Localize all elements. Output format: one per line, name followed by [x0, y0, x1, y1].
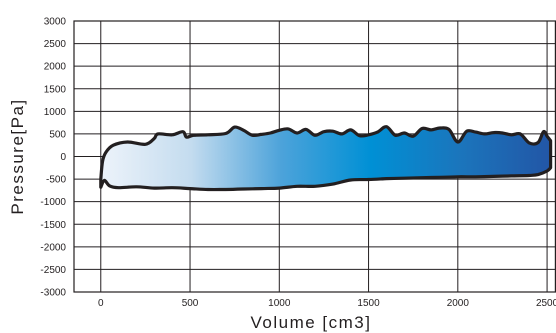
- y-tick-label: 1000: [44, 107, 67, 118]
- x-tick-label: 2500: [536, 298, 556, 309]
- y-axis-title: Pressure[Pa]: [8, 98, 27, 214]
- y-tick-label: 2500: [44, 39, 67, 50]
- y-tick-label: 3000: [44, 17, 67, 28]
- y-tick-label: -2000: [40, 242, 66, 253]
- y-tick-label: -3000: [40, 288, 66, 299]
- y-tick-label: -2500: [40, 265, 66, 276]
- y-tick-label: 1500: [44, 84, 67, 95]
- y-tick-label: -500: [46, 175, 66, 186]
- x-tick-label: 500: [182, 298, 199, 309]
- y-tick-label: 2000: [44, 62, 67, 73]
- x-tick-label: 1000: [268, 298, 291, 309]
- x-tick-label: 0: [98, 298, 104, 309]
- x-tick-label: 1500: [357, 298, 380, 309]
- y-tick-label: -1500: [40, 220, 66, 231]
- pv-loop-area: [99, 125, 553, 192]
- x-tick-label: 2000: [447, 298, 470, 309]
- y-tick-label: 0: [60, 152, 66, 163]
- plot-frame: [73, 20, 556, 293]
- x-axis-title: Volume [cm3]: [251, 313, 372, 332]
- y-tick-label: 500: [49, 129, 66, 140]
- x-tick-labels: 0 500 1000 1500 2000 2500: [98, 298, 556, 309]
- y-tick-label: -1000: [40, 197, 66, 208]
- y-tick-labels: 3000 2500 2000 1500 1000 500 0 -500 -1000 -1500 -2…: [40, 17, 66, 299]
